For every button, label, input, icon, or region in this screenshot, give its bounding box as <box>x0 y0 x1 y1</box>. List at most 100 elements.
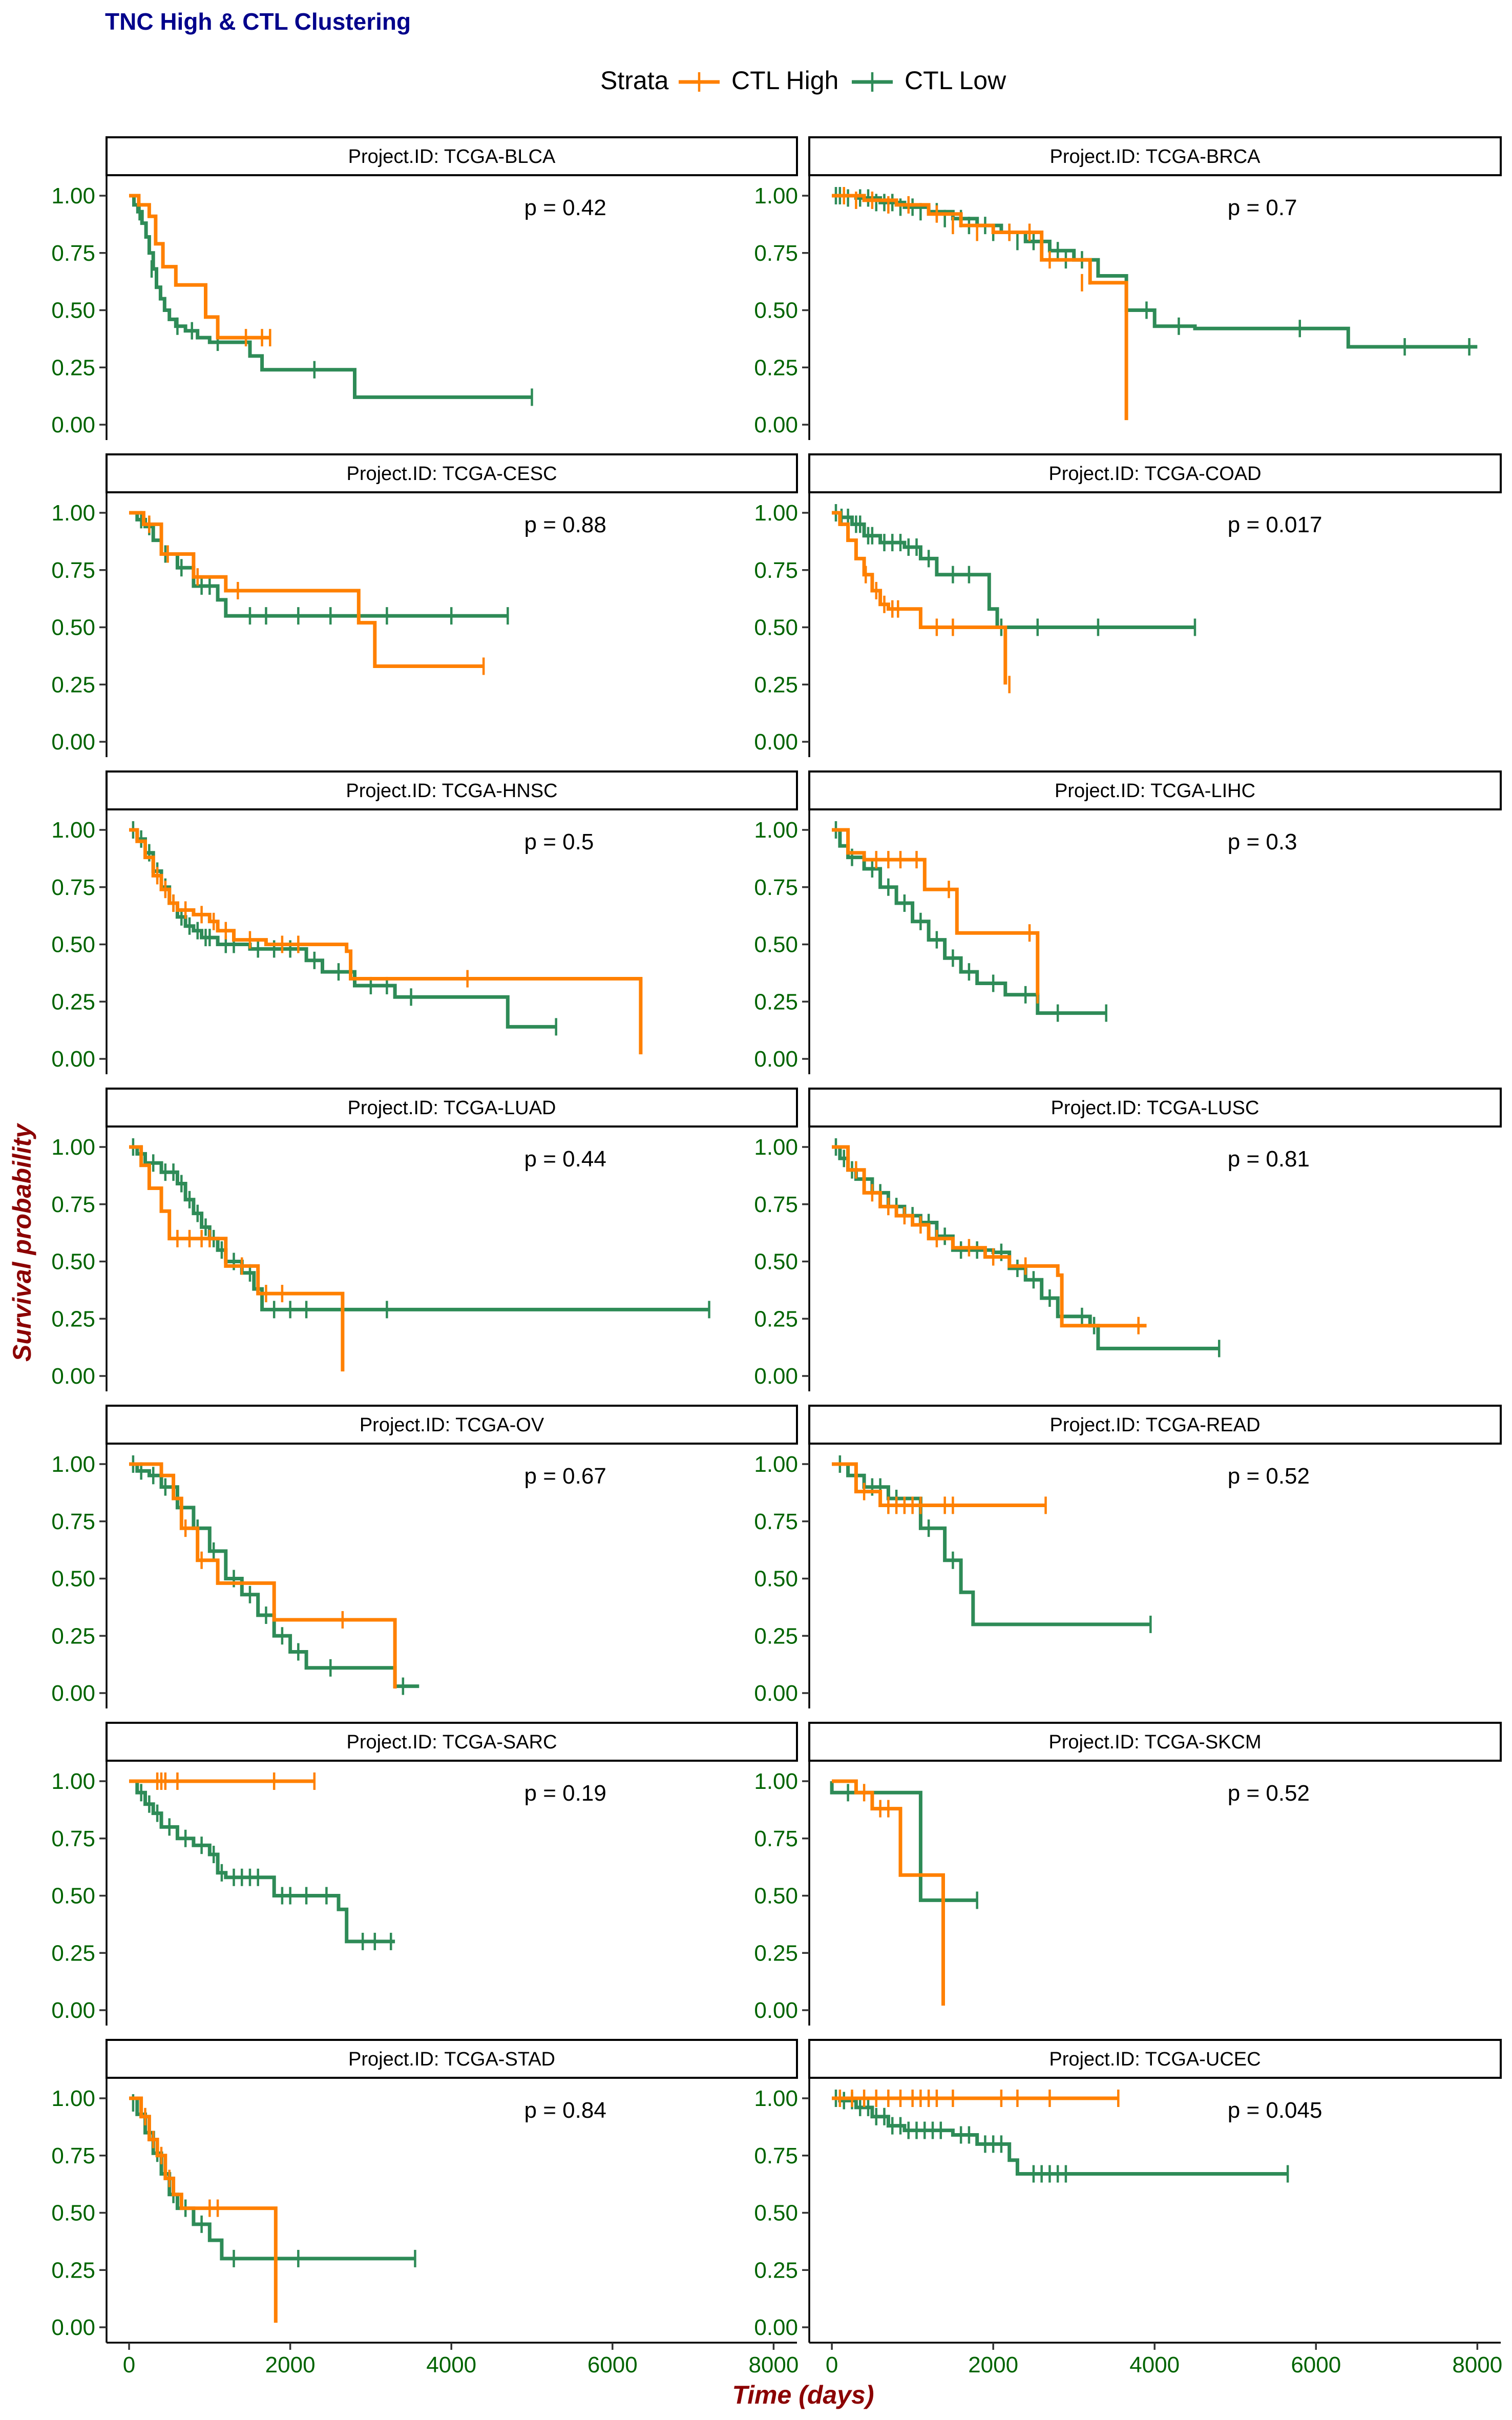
y-tick-label: 1.00 <box>754 818 798 843</box>
y-tick-label: 0.50 <box>51 615 95 640</box>
km-curve <box>129 828 556 1029</box>
series-ctl-high <box>832 187 1128 421</box>
x-tick-label: 8000 <box>748 2352 799 2377</box>
panel-strip <box>106 1088 798 1128</box>
p-value-label: p = 0.67 <box>524 1464 606 1489</box>
km-curve <box>129 828 643 1055</box>
km-curve <box>129 1145 709 1311</box>
panel-project-id-tcga-read: Project.ID: TCGA-READ 0.00 0.25 0.50 0.75 1.0… <box>754 1405 1502 1708</box>
y-axis-title: Survival probability <box>8 1123 36 1362</box>
panel-strip <box>106 1405 798 1445</box>
y-tick-label: 0.75 <box>754 558 798 583</box>
series-ctl-high <box>832 1779 945 2006</box>
p-value-label: p = 0.44 <box>524 1146 606 1172</box>
series-ctl-low <box>129 511 509 625</box>
y-tick-label: 1.00 <box>51 183 95 208</box>
x-tick-label: 2000 <box>968 2352 1018 2377</box>
series-ctl-low <box>129 1779 395 1950</box>
panel-strip-label: Project.ID: TCGA-LIHC <box>1055 780 1255 802</box>
y-tick-label: 0.75 <box>51 1192 95 1217</box>
series-ctl-high <box>129 1462 397 1689</box>
y-tick-label: 0.75 <box>51 241 95 266</box>
panel-strip-label: Project.ID: TCGA-LUSC <box>1051 1097 1259 1119</box>
y-tick-label: 0.00 <box>754 1998 798 2023</box>
y-tick-label: 0.00 <box>754 729 798 755</box>
y-tick-label: 0.75 <box>51 875 95 900</box>
y-tick-label: 1.00 <box>51 1452 95 1477</box>
chart-title: TNC High & CTL Clustering <box>105 8 411 35</box>
panel-strip-label: Project.ID: TCGA-BLCA <box>348 146 556 168</box>
series-ctl-low <box>832 1455 1152 1633</box>
y-tick-label: 0.50 <box>51 932 95 957</box>
y-tick-label: 0.75 <box>51 1826 95 1851</box>
legend-label-ctl-high: CTL High <box>731 66 838 95</box>
series-ctl-high <box>129 1145 345 1372</box>
series-ctl-low <box>830 1781 978 1909</box>
y-tick-label: 0.50 <box>51 2201 95 2226</box>
series-ctl-low <box>129 1455 419 1695</box>
x-tick-label: 4000 <box>1129 2352 1180 2377</box>
series-ctl-low <box>129 194 533 406</box>
y-tick-label: 1.00 <box>754 500 798 526</box>
panel-strip-label: Project.ID: TCGA-COAD <box>1048 463 1261 485</box>
y-tick-label: 1.00 <box>51 1769 95 1794</box>
y-tick-label: 0.50 <box>754 932 798 957</box>
series-ctl-high <box>129 828 643 1055</box>
y-tick-label: 0.00 <box>51 2315 95 2340</box>
km-curve <box>129 511 508 618</box>
km-curve <box>832 511 1007 685</box>
y-tick-label: 0.00 <box>51 1681 95 1706</box>
y-tick-label: 1.00 <box>51 2086 95 2111</box>
y-tick-label: 0.25 <box>754 355 798 380</box>
km-curve <box>129 1779 395 1944</box>
panel-strip <box>808 1722 1502 1762</box>
y-tick-label: 0.25 <box>754 1306 798 1331</box>
p-value-label: p = 0.81 <box>1228 1146 1310 1172</box>
panel-strip-label: Project.ID: TCGA-OV <box>360 1414 544 1436</box>
panel-strip-label: Project.ID: TCGA-SARC <box>346 1731 557 1753</box>
km-curve <box>832 828 1040 995</box>
series-ctl-high <box>832 2090 1120 2107</box>
p-value-label: p = 0.045 <box>1228 2098 1322 2123</box>
panel-strip-label: Project.ID: TCGA-HNSC <box>346 780 557 802</box>
y-tick-label: 0.25 <box>51 989 95 1014</box>
y-tick-label: 0.25 <box>754 989 798 1014</box>
panel-strip <box>808 136 1502 176</box>
p-value-label: p = 0.5 <box>524 829 594 854</box>
panel-strip <box>106 1722 798 1762</box>
panel-strip <box>106 136 798 176</box>
km-curve <box>129 194 270 340</box>
km-curve <box>830 1781 977 1902</box>
y-tick-label: 1.00 <box>51 1135 95 1160</box>
km-curve <box>832 1779 945 2006</box>
panel-strip-label: Project.ID: TCGA-UCEC <box>1049 2049 1261 2070</box>
panel-strip <box>808 770 1502 810</box>
p-value-label: p = 0.52 <box>1228 1464 1310 1489</box>
panel-project-id-tcga-blca: Project.ID: TCGA-BLCA 0.00 0.25 0.50 0.75 1.0… <box>51 136 798 440</box>
legend-title: Strata <box>600 66 669 95</box>
y-tick-label: 0.00 <box>51 1998 95 2023</box>
series-ctl-low <box>832 821 1107 1022</box>
series-ctl-high <box>129 511 485 675</box>
series-ctl-low <box>129 821 557 1036</box>
p-value-label: p = 0.19 <box>524 1781 606 1806</box>
panel-strip <box>808 2039 1502 2079</box>
panel-project-id-tcga-hnsc: Project.ID: TCGA-HNSC 0.00 0.25 0.50 0.75 1.0… <box>51 770 798 1074</box>
y-tick-label: 0.75 <box>754 875 798 900</box>
x-tick-label: 8000 <box>1452 2352 1502 2377</box>
km-curve <box>832 194 1478 349</box>
panel-project-id-tcga-lusc: Project.ID: TCGA-LUSC 0.00 0.25 0.50 0.75 1.0… <box>754 1088 1502 1391</box>
km-curve <box>129 511 484 668</box>
km-curve <box>129 194 532 399</box>
p-value-label: p = 0.84 <box>524 2098 606 2123</box>
panel-strip-label: Project.ID: TCGA-SKCM <box>1048 1731 1261 1753</box>
y-tick-label: 1.00 <box>51 500 95 526</box>
y-tick-label: 0.00 <box>754 2315 798 2340</box>
y-tick-label: 0.00 <box>51 1364 95 1389</box>
panel-strip-label: Project.ID: TCGA-CESC <box>346 463 557 485</box>
series-ctl-high <box>832 1462 1047 1514</box>
y-tick-label: 1.00 <box>51 818 95 843</box>
y-tick-label: 0.00 <box>754 1681 798 1706</box>
x-axis-title: Time (days) <box>732 2381 874 2409</box>
series-ctl-high <box>129 1772 316 1790</box>
